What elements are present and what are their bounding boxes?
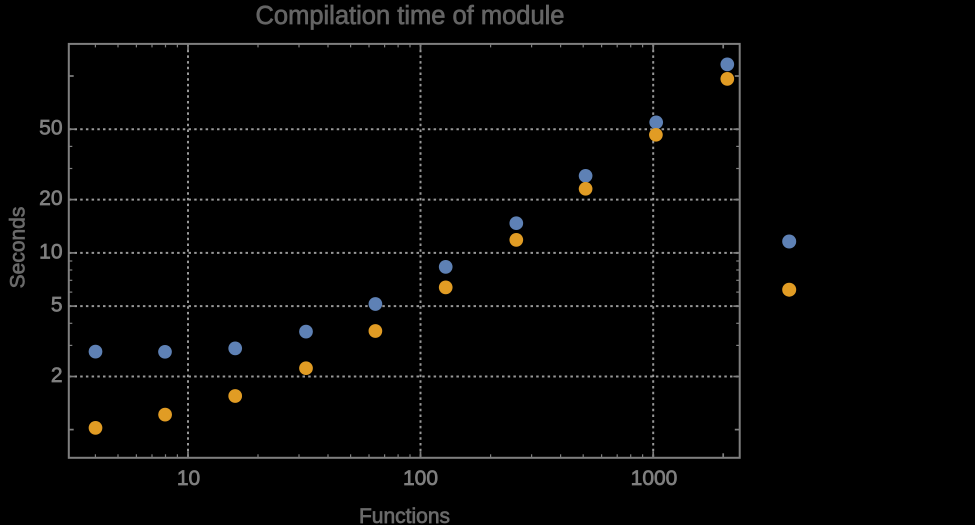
svg-text:Functions: Functions xyxy=(359,505,450,525)
svg-text:100: 100 xyxy=(403,467,438,490)
svg-text:Compilation time of module: Compilation time of module xyxy=(256,2,565,30)
svg-text:Seconds: Seconds xyxy=(7,207,30,289)
svg-text:2: 2 xyxy=(51,364,63,387)
svg-text:5: 5 xyxy=(51,294,63,317)
svg-text:1000: 1000 xyxy=(631,467,678,490)
svg-text:50: 50 xyxy=(39,117,62,140)
svg-text:10: 10 xyxy=(39,240,62,263)
svg-text:10: 10 xyxy=(177,467,200,490)
svg-text:20: 20 xyxy=(39,187,62,210)
